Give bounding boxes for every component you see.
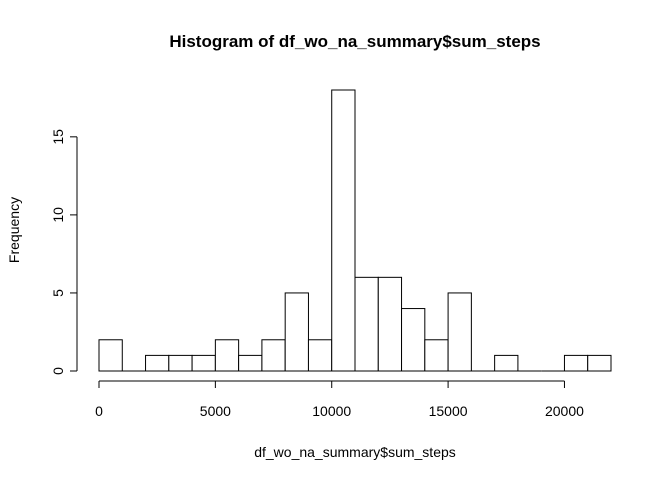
x-axis: 0 5000 10000 15000 20000	[95, 380, 584, 419]
x-axis-label: df_wo_na_summary$sum_steps	[254, 444, 456, 460]
histogram-bar	[98, 339, 123, 372]
y-axis-label: Frequency	[6, 197, 22, 263]
histogram-bar	[331, 89, 356, 372]
chart-title: Histogram of df_wo_na_summary$sum_steps	[169, 32, 540, 51]
x-tick-label: 5000	[200, 403, 231, 419]
histogram-bar	[447, 292, 472, 372]
histogram-bar	[238, 354, 263, 372]
y-axis: 0 5 10 15	[50, 129, 78, 375]
histogram-bar	[145, 354, 170, 372]
bars-group	[98, 89, 612, 372]
histogram-bar	[563, 354, 589, 372]
histogram-bar	[168, 354, 193, 372]
histogram-bar	[261, 339, 286, 372]
histogram-bar	[284, 292, 309, 372]
histogram-bar	[377, 276, 403, 372]
histogram-bar	[494, 354, 519, 372]
histogram-bar	[401, 308, 426, 372]
histogram-bar	[354, 276, 379, 372]
y-tick-label: 15	[50, 129, 66, 145]
y-tick-label: 0	[50, 367, 66, 375]
histogram-bar	[424, 339, 449, 372]
y-tick-label: 5	[50, 289, 66, 297]
histogram-bar	[191, 354, 216, 372]
x-tick-label: 20000	[545, 403, 584, 419]
x-tick-label: 10000	[312, 403, 351, 419]
histogram-bar	[587, 354, 612, 372]
x-tick-label: 15000	[429, 403, 468, 419]
histogram-bar	[214, 339, 240, 372]
x-tick-label: 0	[95, 403, 103, 419]
y-tick-label: 10	[50, 207, 66, 223]
histogram-bar	[307, 339, 333, 372]
